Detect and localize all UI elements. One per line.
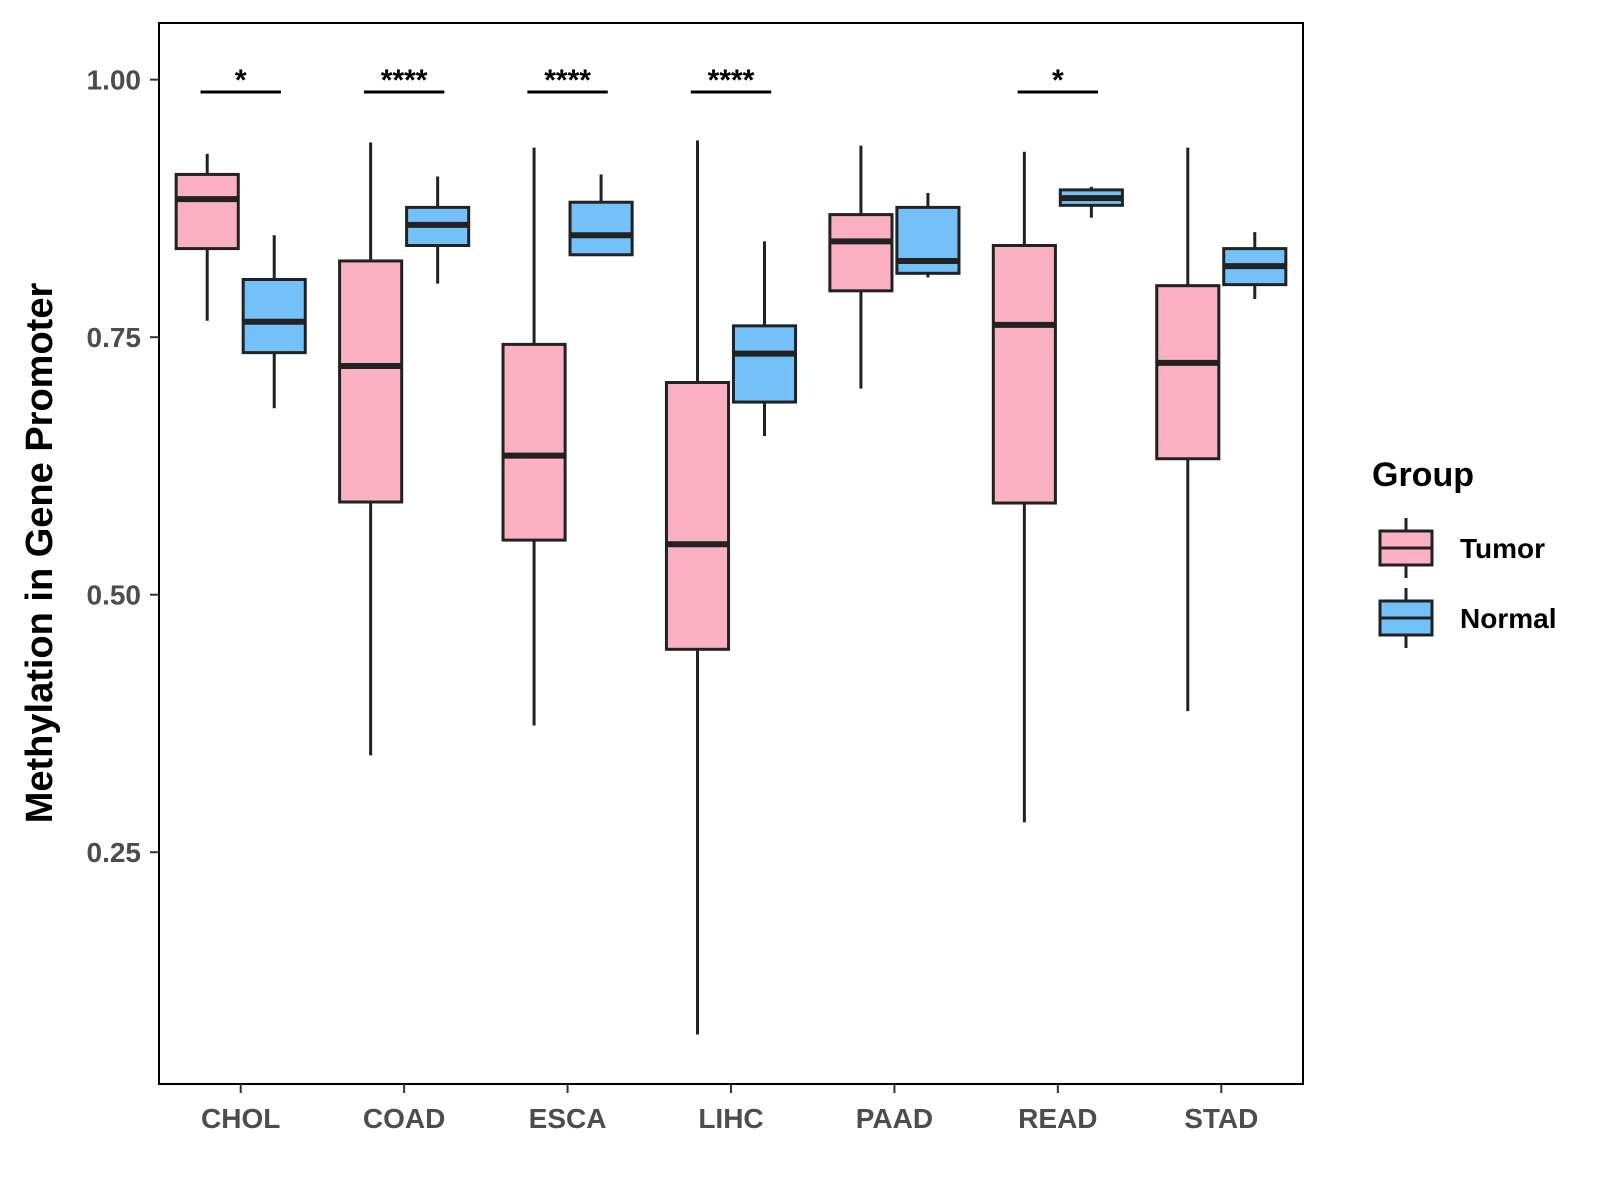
legend-item-tumor: Tumor <box>1378 518 1545 578</box>
significance-label: **** <box>708 64 755 97</box>
y-axis: 0.25 0.50 0.75 1.00 <box>87 65 159 868</box>
x-tick-label: STAD <box>1184 1103 1258 1134</box>
y-tick-label: 1.00 <box>87 65 142 96</box>
box-iqr <box>241 277 307 355</box>
box-iqr <box>731 324 798 404</box>
box-normal-chol <box>241 235 307 409</box>
box-iqr <box>664 381 731 651</box>
plot-panel <box>158 22 1304 1085</box>
significance-label: **** <box>544 64 591 97</box>
box-iqr <box>828 213 894 293</box>
box-normal-lihc <box>731 241 798 437</box>
box-tumor-stad <box>1155 147 1221 712</box>
box-tumor-coad <box>338 142 404 756</box>
significance-label: * <box>235 64 247 97</box>
significance-annotations: * **** **** **** * <box>200 64 1099 97</box>
box-iqr <box>174 172 240 251</box>
y-tick-label: 0.75 <box>87 322 142 353</box>
box-tumor-paad <box>828 145 894 389</box>
box-series <box>174 140 1288 1035</box>
x-tick-label: READ <box>1018 1103 1097 1134</box>
box-iqr <box>1155 284 1221 461</box>
box-normal-coad <box>405 176 471 284</box>
significance-label: * <box>1052 64 1064 97</box>
x-tick-label: ESCA <box>529 1103 607 1134</box>
box-normal-read <box>1058 186 1124 218</box>
box-tumor-esca <box>501 147 567 726</box>
x-tick-label: CHOL <box>201 1103 280 1134</box>
legend: Group Tumor Normal <box>1372 456 1556 648</box>
x-tick-label: PAAD <box>856 1103 933 1134</box>
box-tumor-lihc <box>664 140 731 1035</box>
x-tick-label: COAD <box>363 1103 445 1134</box>
y-tick-label: 0.50 <box>87 580 142 611</box>
box-tumor-chol <box>174 153 240 321</box>
box-iqr <box>568 200 634 257</box>
legend-item-normal: Normal <box>1378 588 1556 648</box>
box-normal-paad <box>895 192 961 278</box>
x-tick-label: LIHC <box>698 1103 763 1134</box>
significance-label: **** <box>381 64 428 97</box>
legend-label: Normal <box>1460 603 1556 634</box>
y-axis-title: Methylation in Gene Promoter <box>19 283 61 824</box>
box-iqr <box>338 259 404 504</box>
box-iqr <box>501 342 567 542</box>
box-normal-stad <box>1222 232 1288 300</box>
box-normal-esca <box>568 174 634 257</box>
x-axis: CHOL COAD ESCA LIHC PAAD READ STAD <box>201 1084 1258 1134</box>
box-iqr <box>991 244 1057 505</box>
legend-items: Tumor Normal <box>1378 518 1556 648</box>
legend-title: Group <box>1372 456 1474 494</box>
legend-label: Tumor <box>1460 533 1545 564</box>
box-tumor-read <box>991 151 1057 823</box>
y-tick-label: 0.25 <box>87 837 142 868</box>
